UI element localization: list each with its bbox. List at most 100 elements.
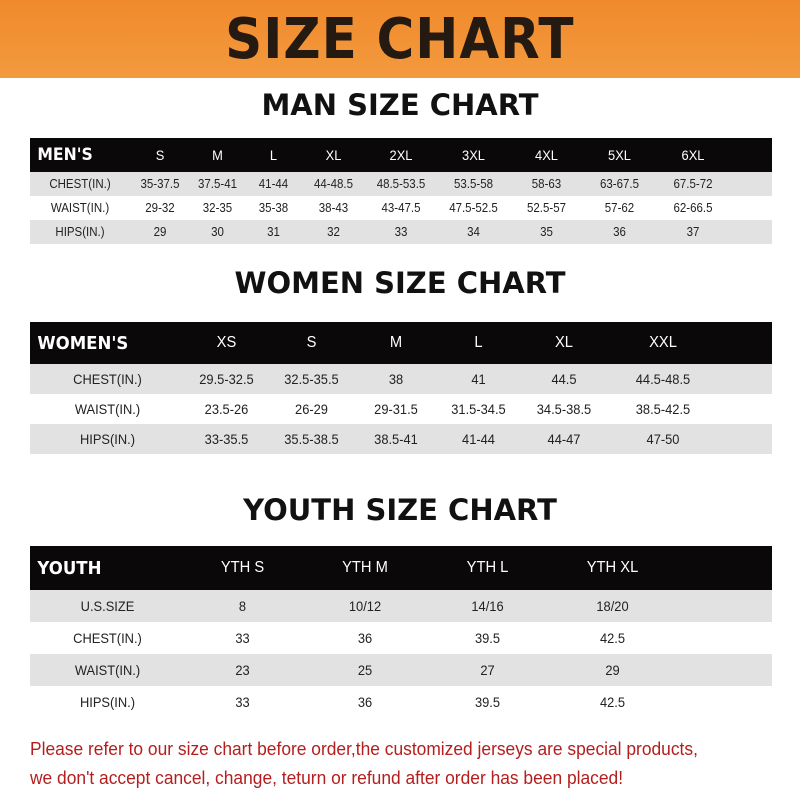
table-row: HIPS(IN.) 33-35.5 35.5-38.5 38.5-41 41-44 44-…: [30, 424, 772, 454]
size-header: YTH S: [220, 559, 265, 576]
measurement-cell: 38.5-42.5: [635, 401, 691, 417]
measurement-cell: 38-43: [318, 201, 349, 215]
measurement-cell: 42.5: [599, 694, 626, 710]
men-table: MEN'S S M L XL 2XL 3XL 4XL 5XL 6XL CHEST(IN.) 35-37…: [30, 138, 772, 244]
measurement-cell: 44-47: [547, 431, 581, 447]
measurement-cell: 33-35.5: [204, 431, 249, 447]
disclaimer-note: Please refer to our size chart before or…: [30, 734, 744, 792]
measurement-cell: 37.5-41: [197, 177, 238, 191]
measurement-cell: 52.5-57: [526, 201, 567, 215]
measurement-cell: 18/20: [596, 598, 629, 614]
youth-table: YOUTH YTH S YTH M YTH L YTH XL U.S.SIZE 8 10/12…: [30, 546, 772, 718]
table-row: HIPS(IN.) 29 30 31 32 33 34 35 36 37: [30, 220, 772, 244]
header-row: WOMEN'S XS S M L XL XXL: [30, 322, 772, 364]
size-header: XL: [325, 147, 342, 163]
measurement-cell: 36: [357, 694, 373, 710]
size-header: 6XL: [681, 147, 705, 163]
measurement-cell: 35.5-38.5: [284, 431, 339, 447]
table-row: WAIST(IN.) 23.5-26 26-29 29-31.5 31.5-34.5 34…: [30, 394, 772, 424]
table-label: WOMEN'S: [37, 332, 129, 354]
measurement-cell: 31: [267, 225, 280, 239]
row-label: WAIST(IN.): [50, 201, 110, 215]
measurement-cell: 29: [605, 662, 620, 678]
youth-title: YOUTH SIZE CHART: [243, 493, 557, 527]
table-row: U.S.SIZE 8 10/12 14/16 18/20: [30, 590, 772, 622]
size-header: S: [155, 147, 165, 163]
table-label: MEN'S: [37, 145, 93, 165]
measurement-cell: 39.5: [474, 630, 501, 646]
size-header: 3XL: [462, 147, 485, 163]
measurement-cell: 25: [357, 662, 373, 678]
measurement-cell: 41-44: [462, 431, 495, 447]
measurement-cell: 33: [235, 630, 250, 646]
measurement-cell: 33: [394, 225, 408, 239]
measurement-cell: 38: [388, 371, 404, 387]
measurement-cell: 29.5-32.5: [199, 371, 254, 387]
measurement-cell: 35: [540, 225, 553, 239]
measurement-cell: 53.5-58: [453, 177, 494, 191]
size-header: YTH XL: [586, 559, 639, 576]
measurement-cell: 41: [471, 371, 486, 387]
measurement-cell: 35-37.5: [140, 177, 180, 191]
table-row: WAIST(IN.) 23 25 27 29: [30, 654, 772, 686]
measurement-cell: 47-50: [646, 431, 680, 447]
measurement-cell: 57-62: [604, 201, 635, 215]
measurement-cell: 37: [686, 225, 700, 239]
measurement-cell: 36: [613, 225, 626, 239]
measurement-cell: 44.5: [551, 371, 577, 387]
measurement-cell: 31.5-34.5: [451, 401, 506, 417]
row-label: CHEST(IN.): [73, 371, 142, 387]
row-label: HIPS(IN.): [79, 694, 136, 710]
row-label: CHEST(IN.): [49, 177, 111, 191]
measurement-cell: 43-47.5: [381, 201, 421, 215]
measurement-cell: 34.5-38.5: [536, 401, 592, 417]
header-row: YOUTH YTH S YTH M YTH L YTH XL: [30, 546, 772, 590]
size-header: 2XL: [389, 147, 413, 163]
banner-title: SIZE CHART: [225, 6, 575, 72]
measurement-cell: 32-35: [202, 201, 233, 215]
size-header: XS: [216, 334, 237, 351]
measurement-cell: 34: [467, 225, 480, 239]
women-title: WOMEN SIZE CHART: [234, 266, 566, 300]
size-header: XXL: [649, 334, 677, 351]
size-header: L: [269, 147, 278, 163]
measurement-cell: 44-48.5: [313, 177, 354, 191]
women-table: WOMEN'S XS S M L XL XXL CHEST(IN.) 29.5-32.5 32.5…: [30, 322, 772, 454]
measurement-cell: 30: [211, 225, 224, 239]
size-header: M: [212, 147, 223, 163]
header-row: MEN'S S M L XL 2XL 3XL 4XL 5XL 6XL: [30, 138, 772, 172]
measurement-cell: 14/16: [471, 598, 504, 614]
size-header: 4XL: [535, 147, 558, 163]
size-header: M: [389, 334, 403, 351]
row-label: WAIST(IN.): [74, 401, 141, 417]
note-line: we don't accept cancel, change, teturn o…: [30, 767, 624, 788]
measurement-cell: 47.5-52.5: [449, 201, 498, 215]
measurement-cell: 62-66.5: [673, 201, 713, 215]
banner: SIZE CHART: [0, 0, 800, 78]
measurement-cell: 48.5-53.5: [376, 177, 426, 191]
row-label: WAIST(IN.): [74, 662, 141, 678]
measurement-cell: 44.5-48.5: [635, 371, 691, 387]
table-row: CHEST(IN.) 35-37.5 37.5-41 41-44 44-48.5 48.5…: [30, 172, 772, 196]
table-row: CHEST(IN.) 33 36 39.5 42.5: [30, 622, 772, 654]
measurement-cell: 27: [480, 662, 495, 678]
measurement-cell: 26-29: [295, 401, 328, 417]
note-line: Please refer to our size chart before or…: [30, 738, 698, 759]
measurement-cell: 67.5-72: [673, 177, 713, 191]
measurement-cell: 23.5-26: [204, 401, 249, 417]
table-row: WAIST(IN.) 29-32 32-35 35-38 38-43 43-47.5 47.…: [30, 196, 772, 220]
measurement-cell: 39.5: [474, 694, 501, 710]
size-header: S: [306, 334, 317, 351]
measurement-cell: 23: [235, 662, 250, 678]
size-header: L: [474, 334, 483, 351]
row-label: CHEST(IN.): [73, 630, 142, 646]
measurement-cell: 42.5: [599, 630, 626, 646]
measurement-cell: 35-38: [258, 201, 289, 215]
measurement-cell: 63-67.5: [599, 177, 640, 191]
measurement-cell: 29-31.5: [374, 401, 418, 417]
row-label: HIPS(IN.): [55, 225, 105, 239]
measurement-cell: 8: [238, 598, 247, 614]
men-title: MAN SIZE CHART: [261, 88, 539, 122]
measurement-cell: 33: [235, 694, 250, 710]
size-header: YTH L: [466, 559, 509, 576]
